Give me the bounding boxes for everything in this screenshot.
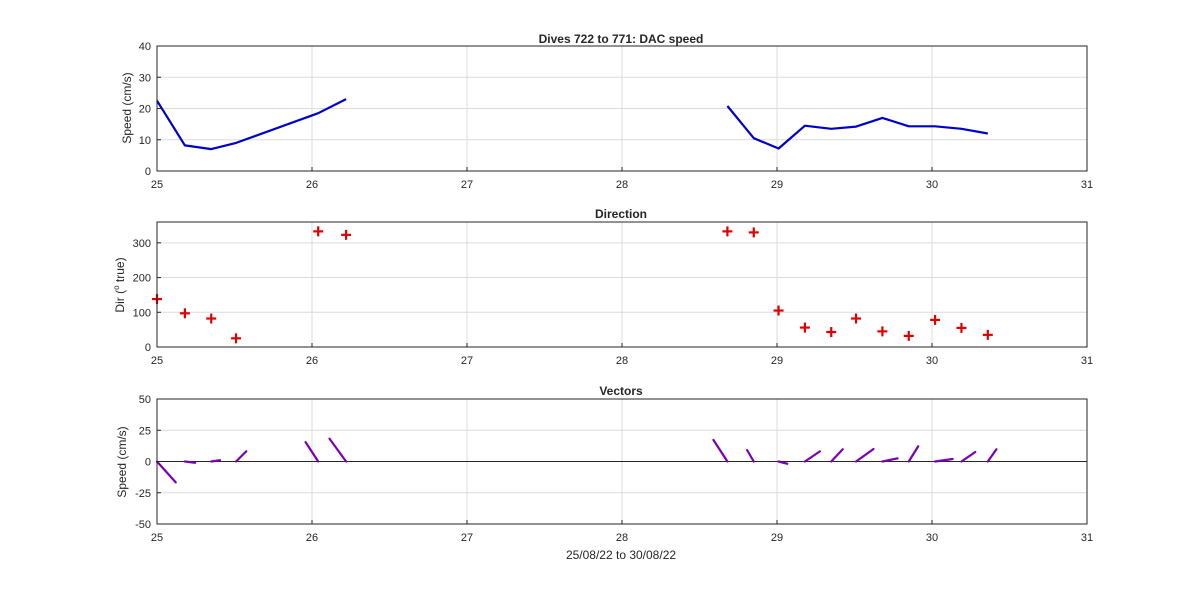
vectors-xtick-label: 27: [461, 532, 473, 544]
direction-marker: [826, 327, 837, 338]
direction-panel: Direction 25 26 27 28 29 30 31 0 100 200 300 Dir …: [112, 207, 1093, 367]
direction-marker: [231, 333, 242, 344]
direction-ylabel-degree: o: [112, 285, 121, 290]
direction-grid: [156, 222, 1088, 348]
vectors-xtick-label: 28: [616, 532, 628, 544]
velocity-vector: [304, 441, 320, 463]
speed-xtick-label: 28: [616, 179, 628, 191]
speed-xtick-label: 27: [461, 179, 473, 191]
vectors-ylabel: Speed (cm/s): [115, 426, 129, 497]
direction-ytick-label: 100: [133, 307, 151, 319]
direction-marker: [982, 329, 993, 340]
direction-marker: [179, 308, 190, 319]
direction-ytick-label: 0: [145, 342, 151, 354]
speed-line-segment: [156, 98, 347, 151]
vectors-xlabel: 25/08/22 to 30/08/22: [566, 548, 676, 562]
speed-xtick-label: 29: [771, 179, 783, 191]
speed-panel: Dives 722 to 771: DAC speed 25 26 27 28 29 30…: [120, 32, 1093, 191]
vectors-panel: Vectors 25 26 27 28 29 30 31 -50 -25 0 25 50 Speed…: [115, 384, 1093, 562]
speed-xtick-label: 26: [306, 179, 318, 191]
vectors-ytick-label: 25: [139, 425, 151, 437]
speed-yticks: 0 10 20 30 40: [139, 41, 161, 178]
speed-line-segment: [726, 105, 988, 150]
velocity-vector: [777, 460, 789, 465]
velocity-vector: [830, 448, 844, 463]
direction-yticks: 0 100 200 300: [133, 238, 161, 354]
direction-xtick-label: 26: [306, 355, 318, 367]
speed-ytick-label: 30: [139, 72, 151, 84]
direction-marker: [341, 229, 352, 240]
direction-xtick-label: 27: [461, 355, 473, 367]
direction-marker: [903, 330, 914, 341]
vectors-xticks: 25 26 27 28 29 30 31: [151, 520, 1093, 544]
direction-ytick-label: 300: [133, 238, 151, 250]
velocity-vector: [854, 447, 875, 463]
direction-marker: [956, 322, 967, 333]
velocity-vector: [183, 460, 197, 464]
direction-ytick-label: 200: [133, 273, 151, 285]
velocity-vector: [881, 457, 899, 463]
velocity-vector: [933, 457, 954, 463]
speed-ytick-label: 20: [139, 104, 151, 116]
vectors-title: Vectors: [599, 384, 643, 398]
direction-marker: [799, 322, 810, 333]
vectors-series: [155, 437, 1087, 484]
velocity-vector: [803, 450, 822, 463]
velocity-vector: [210, 459, 222, 463]
direction-title: Direction: [595, 207, 647, 221]
speed-series: [156, 98, 988, 151]
direction-xtick-label: 31: [1081, 355, 1093, 367]
speed-grid: [156, 45, 1088, 172]
direction-xticks: 25 26 27 28 29 30 31: [151, 343, 1093, 367]
direction-marker: [722, 226, 733, 237]
direction-marker: [851, 313, 862, 324]
direction-xtick-label: 28: [616, 355, 628, 367]
direction-marker: [877, 326, 888, 337]
direction-marker: [773, 305, 784, 316]
velocity-vector: [328, 437, 348, 463]
speed-title: Dives 722 to 771: DAC speed: [539, 32, 704, 46]
velocity-vector: [907, 445, 920, 463]
vectors-ytick-label: -50: [135, 519, 151, 531]
velocity-vector: [712, 438, 729, 463]
vectors-xtick-label: 29: [771, 532, 783, 544]
speed-xtick-label: 25: [151, 179, 163, 191]
vectors-ytick-label: 50: [139, 394, 151, 406]
speed-ytick-label: 10: [139, 135, 151, 147]
velocity-vector: [960, 450, 977, 463]
vectors-yticks: -50 -25 0 25 50: [135, 394, 161, 531]
speed-xticks: 25 26 27 28 29 30 31: [151, 167, 1093, 191]
vectors-xtick-label: 26: [306, 532, 318, 544]
velocity-vector: [155, 460, 177, 484]
direction-xtick-label: 30: [926, 355, 938, 367]
speed-xtick-label: 31: [1081, 179, 1093, 191]
vectors-ytick-label: 0: [145, 457, 151, 469]
vectors-xtick-label: 30: [926, 532, 938, 544]
speed-ytick-label: 0: [145, 166, 151, 178]
speed-ytick-label: 40: [139, 41, 151, 53]
vectors-xtick-label: 31: [1081, 532, 1093, 544]
direction-xtick-label: 29: [771, 355, 783, 367]
vectors-ytick-label: -25: [135, 488, 151, 500]
vectors-xtick-label: 25: [151, 532, 163, 544]
direction-marker: [206, 313, 217, 324]
velocity-vector: [234, 450, 248, 463]
speed-xtick-label: 30: [926, 179, 938, 191]
direction-ylabel-main: Dir (: [113, 290, 127, 313]
direction-ylabel-tail: true): [113, 257, 127, 285]
speed-ylabel: Speed (cm/s): [120, 72, 134, 143]
direction-marker: [930, 314, 941, 325]
direction-ylabel: Dir (o true): [112, 257, 127, 312]
direction-marker: [748, 227, 759, 238]
direction-marker: [313, 226, 324, 237]
direction-markers: [152, 226, 993, 344]
velocity-vector: [986, 448, 998, 463]
direction-xtick-label: 25: [151, 355, 163, 367]
velocity-vector: [746, 449, 755, 463]
